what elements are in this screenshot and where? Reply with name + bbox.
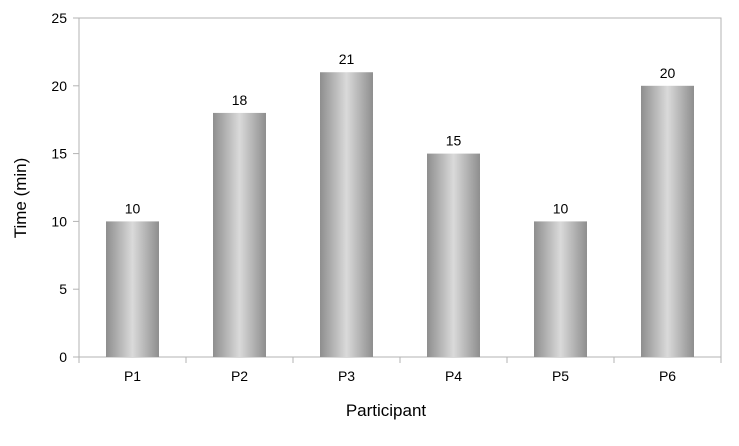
x-axis-title: Participant (346, 401, 427, 420)
data-label-p5: 10 (553, 200, 569, 216)
y-tick-label: 10 (51, 213, 67, 229)
y-tick-label: 0 (59, 349, 67, 365)
data-label-p4: 15 (446, 133, 462, 149)
bar-p1 (106, 221, 159, 357)
x-tick-label-p6: P6 (659, 368, 676, 384)
bar-p4 (427, 153, 480, 357)
y-tick-label: 5 (59, 281, 67, 297)
data-label-p1: 10 (125, 200, 141, 216)
data-label-p3: 21 (339, 51, 355, 67)
bars-group: 10 18 21 15 10 20 (106, 51, 694, 358)
x-tick-label-p3: P3 (338, 368, 355, 384)
plot-area-frame (78, 17, 722, 358)
data-label-p6: 20 (660, 65, 676, 81)
bar-p2 (213, 112, 266, 357)
x-tick-label-p4: P4 (445, 368, 462, 384)
x-axis: P1 P2 P3 P4 P5 P6 (78, 357, 722, 384)
y-axis: 0 5 10 15 20 25 (51, 10, 79, 365)
y-tick-label: 25 (51, 10, 67, 26)
x-tick-label-p2: P2 (231, 368, 248, 384)
y-tick-label: 15 (51, 146, 67, 162)
data-label-p2: 18 (232, 92, 248, 108)
y-axis-title: Time (min) (11, 158, 30, 239)
y-tick-label: 20 (51, 78, 67, 94)
x-tick-label-p1: P1 (124, 368, 141, 384)
bar-p3 (320, 72, 373, 358)
bar-p5 (534, 221, 587, 357)
bar-p6 (641, 85, 694, 358)
x-tick-label-p5: P5 (552, 368, 569, 384)
